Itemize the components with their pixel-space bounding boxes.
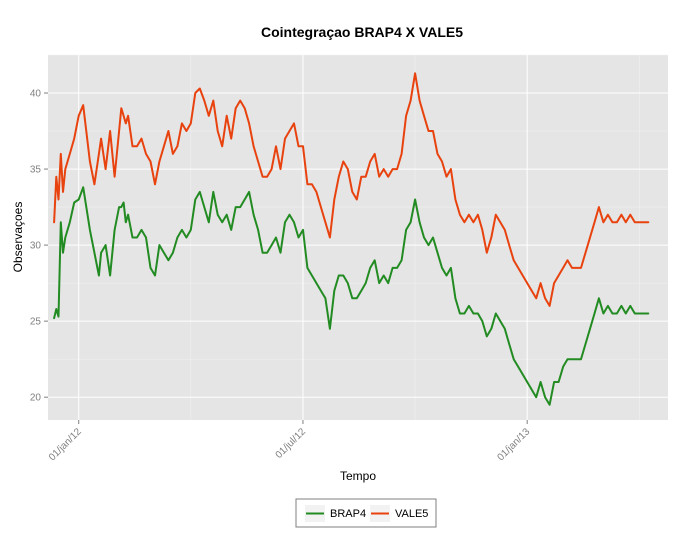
- legend-label-vale5: VALE5: [395, 508, 428, 520]
- legend-item-brap4: BRAP4: [305, 505, 366, 522]
- chart-title: Cointegraçao BRAP4 X VALE5: [261, 24, 463, 40]
- y-axis-title: Observaçoes: [11, 202, 25, 273]
- series-line-vale5: [53, 72, 650, 307]
- series-layer: [53, 72, 650, 406]
- y-tick-label: 40: [30, 89, 42, 100]
- minor-grid: [48, 54, 668, 420]
- legend: BRAP4 VALE5: [295, 498, 437, 528]
- series-line-brap4: [53, 186, 650, 406]
- y-axis: 20 25 30 35 40: [30, 89, 48, 404]
- x-axis-title: Tempo: [340, 469, 376, 483]
- y-tick-label: 25: [30, 317, 42, 328]
- y-tick-label: 30: [30, 241, 42, 252]
- legend-item-vale5: VALE5: [370, 505, 428, 522]
- y-tick-label: 20: [30, 393, 42, 404]
- y-tick-label: 35: [30, 165, 42, 176]
- legend-label-brap4: BRAP4: [330, 508, 366, 520]
- plot-panel: [48, 55, 668, 420]
